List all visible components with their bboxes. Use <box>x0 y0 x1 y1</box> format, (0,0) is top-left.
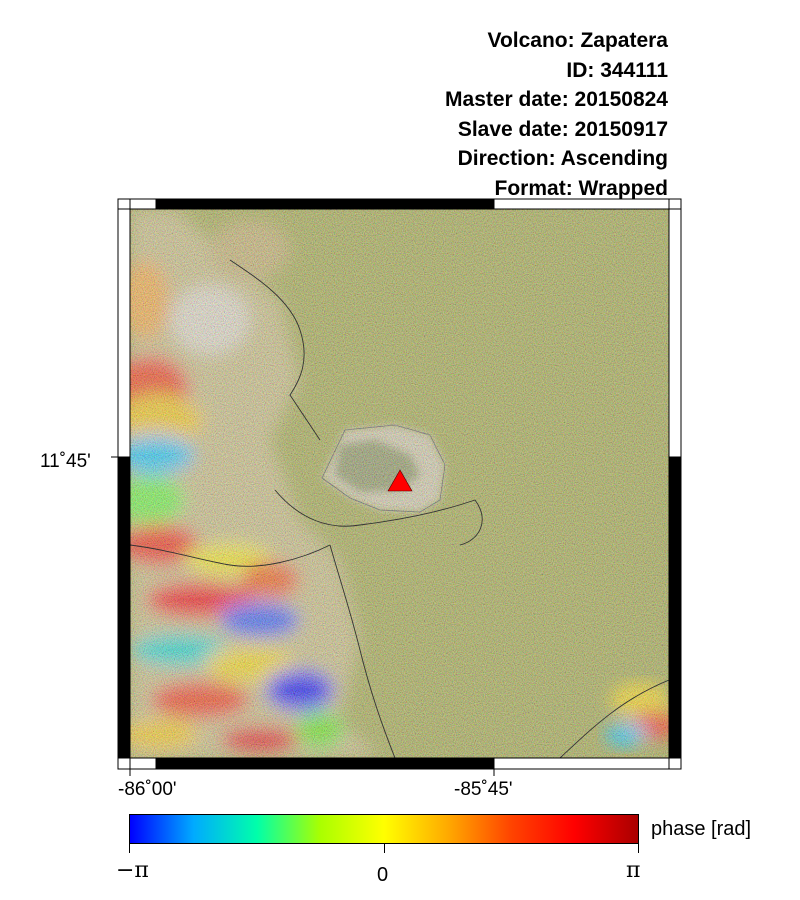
data-format: Format: Wrapped <box>494 176 668 200</box>
phase-colorbar <box>129 814 639 844</box>
coastline <box>130 259 669 758</box>
colorbar-tick-max <box>638 844 639 853</box>
orbit-direction: Direction: Ascending <box>457 147 668 170</box>
colorbar-tick-min <box>129 844 130 853</box>
slave-date: Slave date: 20150917 <box>457 117 668 141</box>
colorbar-min-label: −π <box>116 858 149 883</box>
volcano-name: Volcano: Zapatera <box>487 29 669 52</box>
longitude-tick-label-west: -86˚00' <box>118 779 177 800</box>
map-image <box>130 209 669 758</box>
master-date: Master date: 20150824 <box>445 88 668 111</box>
longitude-tick-label-east: -85˚45' <box>454 779 513 800</box>
latitude-tick-label: 11˚45' <box>40 451 91 472</box>
colorbar-tick-mid <box>384 844 385 853</box>
map-frame <box>111 198 682 776</box>
colorbar-label: phase [rad] <box>651 818 752 840</box>
scene-id: ID: 344111 <box>566 58 668 82</box>
colorbar-mid-label: 0 <box>377 864 389 886</box>
colorbar-max-label: π <box>626 858 641 883</box>
volcano-triangle-icon <box>387 469 413 492</box>
metadata-block: Volcano: Zapatera ID: 344111 Master date… <box>445 26 668 203</box>
